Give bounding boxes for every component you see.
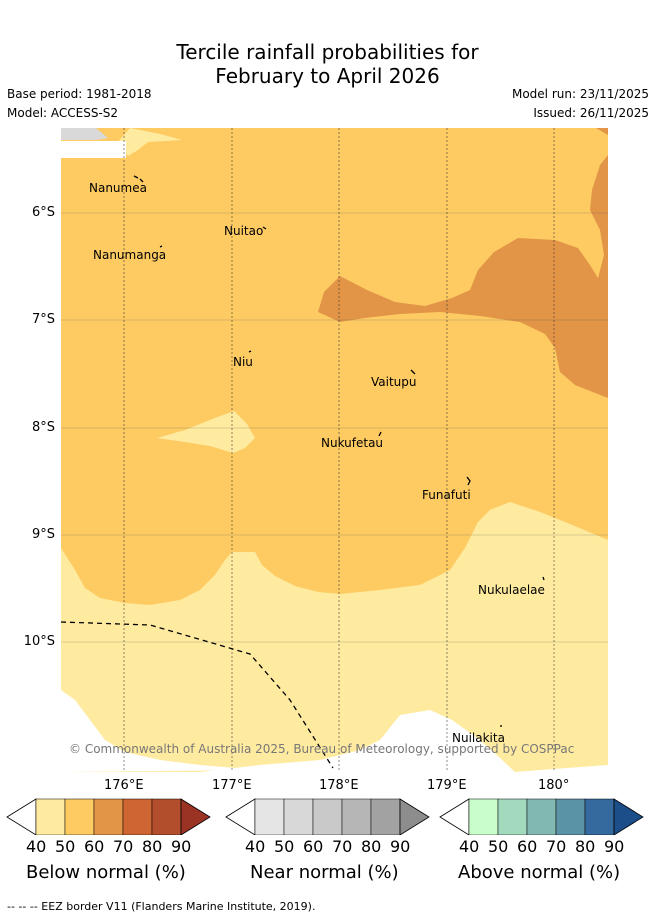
island-nanumanga [159,245,163,248]
near-tick-label: 50 [274,837,295,856]
island-funafuti [466,476,471,486]
near-tick-label: 70 [332,837,353,856]
model-run: Model run: 23/11/2025 [511,87,649,101]
colorbar-above [439,798,644,835]
lon-label-179e: 179°E [427,778,467,793]
near-extend-low [225,798,256,835]
below-swatch [35,798,66,835]
colorbar-below [6,798,211,835]
island-nukufetau [378,431,382,437]
copyright-notice: © Commonwealth of Australia 2025, Bureau… [69,742,575,756]
below-tick-label: 40 [26,837,47,856]
place-label-nanumanga: Nanumanga [93,248,167,262]
below-tick-label: 60 [84,837,105,856]
region-below-40-50-south [61,502,608,772]
near-tick-label: 40 [245,837,266,856]
lat-label-8s: 8°S [31,420,55,435]
island-nanumea [133,175,144,183]
issued-date: Issued: 26/11/2025 [533,106,649,120]
region-below-40-50-patch [157,411,255,453]
place-label-nukufetau: Nukufetau [321,436,384,450]
near-tick-label: 60 [303,837,324,856]
place-label-funafuti: Funafuti [422,488,471,502]
place-label-nanumea: Nanumea [89,181,147,195]
near-swatch [341,798,372,835]
eez-border [61,621,334,769]
below-swatch [151,798,182,835]
near-tick-label: 80 [361,837,382,856]
island-nuitao [262,226,267,230]
island-nukulaelae [542,576,545,581]
above-extend-high [613,798,644,835]
above-tick-label: 80 [575,837,596,856]
above-swatch [584,798,615,835]
place-label-vaitupu: Vaitupu [371,375,417,389]
lon-label-178e: 178°E [319,778,359,793]
place-label-nukulaelae: Nukulaelae [478,583,545,597]
colorbar-above-title: Above normal (%) [458,862,621,883]
below-swatch [64,798,95,835]
above-swatch [468,798,499,835]
lon-label-176e: 176°E [104,778,144,793]
island-vaitupu [410,369,416,375]
below-extend-low [6,798,37,835]
lon-label-180: 180° [538,778,570,793]
near-swatch [283,798,314,835]
below-tick-label: 50 [55,837,76,856]
above-tick-label: 40 [459,837,480,856]
below-swatch [122,798,153,835]
near-tick-label: 90 [390,837,411,856]
title-line-2: February to April 2026 [215,64,440,88]
above-extend-low [439,798,470,835]
island-niu [248,350,252,353]
lat-label-9s: 9°S [31,527,55,542]
chart-title: Tercile rainfall probabilities for Febru… [0,40,655,88]
above-tick-label: 50 [488,837,509,856]
below-swatch [93,798,124,835]
place-label-nuitao: Nuitao [224,224,264,238]
below-tick-label: 70 [113,837,134,856]
region-below-40-50-north [118,128,182,156]
place-label-niu: Niu [233,355,253,369]
above-swatch [555,798,586,835]
region-below-60-70 [318,128,608,398]
below-tick-label: 80 [142,837,163,856]
above-swatch [526,798,557,835]
colorbar-near-title: Near normal (%) [250,862,399,883]
colorbar-below-title: Below normal (%) [26,862,186,883]
near-extend-high [399,798,430,835]
title-line-1: Tercile rainfall probabilities for [176,40,479,64]
below-tick-label: 90 [171,837,192,856]
below-extend-high [180,798,211,835]
lat-label-10s: 10°S [23,634,55,649]
colorbars [6,798,644,835]
place-label-nuilakita: Nuilakita [452,731,505,745]
model-name: Model: ACCESS-S2 [7,106,119,120]
lat-label-7s: 7°S [31,312,55,327]
colorbar-near [225,798,430,835]
above-swatch [497,798,528,835]
above-tick-label: 70 [546,837,567,856]
lon-label-177e: 177°E [212,778,252,793]
above-tick-label: 90 [604,837,625,856]
near-swatch [254,798,285,835]
eez-legend: -- -- -- EEZ border V11 (Flanders Marine… [7,900,316,913]
near-swatch [370,798,401,835]
near-swatch [312,798,343,835]
above-tick-label: 60 [517,837,538,856]
base-period: Base period: 1981-2018 [7,87,152,101]
lat-label-6s: 6°S [31,205,55,220]
land-mask [61,128,108,140]
